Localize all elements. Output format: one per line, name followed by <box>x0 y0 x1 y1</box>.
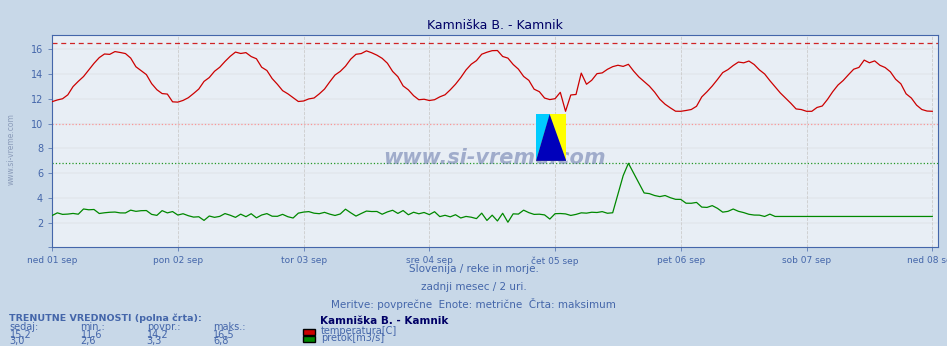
Text: 16,5: 16,5 <box>213 330 235 340</box>
Text: 3,0: 3,0 <box>9 336 25 346</box>
Text: Kamniška B. - Kamnik: Kamniška B. - Kamnik <box>320 316 449 326</box>
Text: Meritve: povprečne  Enote: metrične  Črta: maksimum: Meritve: povprečne Enote: metrične Črta:… <box>331 298 616 310</box>
Title: Kamniška B. - Kamnik: Kamniška B. - Kamnik <box>427 19 563 32</box>
Text: zadnji mesec / 2 uri.: zadnji mesec / 2 uri. <box>420 282 527 292</box>
Text: min.:: min.: <box>80 322 105 333</box>
Text: www.si-vreme.com: www.si-vreme.com <box>384 148 606 168</box>
Text: temperatura[C]: temperatura[C] <box>321 326 398 336</box>
Text: sedaj:: sedaj: <box>9 322 39 333</box>
Text: TRENUTNE VREDNOSTI (polna črta):: TRENUTNE VREDNOSTI (polna črta): <box>9 313 203 323</box>
Text: 3,3: 3,3 <box>147 336 162 346</box>
Text: www.si-vreme.com: www.si-vreme.com <box>7 113 16 185</box>
Text: povpr.:: povpr.: <box>147 322 180 333</box>
Text: 6,8: 6,8 <box>213 336 228 346</box>
Text: 14,2: 14,2 <box>147 330 169 340</box>
Text: 2,6: 2,6 <box>80 336 96 346</box>
Text: 15,2: 15,2 <box>9 330 31 340</box>
Polygon shape <box>536 114 566 161</box>
Text: pretok[m3/s]: pretok[m3/s] <box>321 333 384 343</box>
Text: maks.:: maks.: <box>213 322 245 333</box>
Text: 11,6: 11,6 <box>80 330 102 340</box>
Polygon shape <box>536 114 549 161</box>
Text: Slovenija / reke in morje.: Slovenija / reke in morje. <box>408 264 539 274</box>
